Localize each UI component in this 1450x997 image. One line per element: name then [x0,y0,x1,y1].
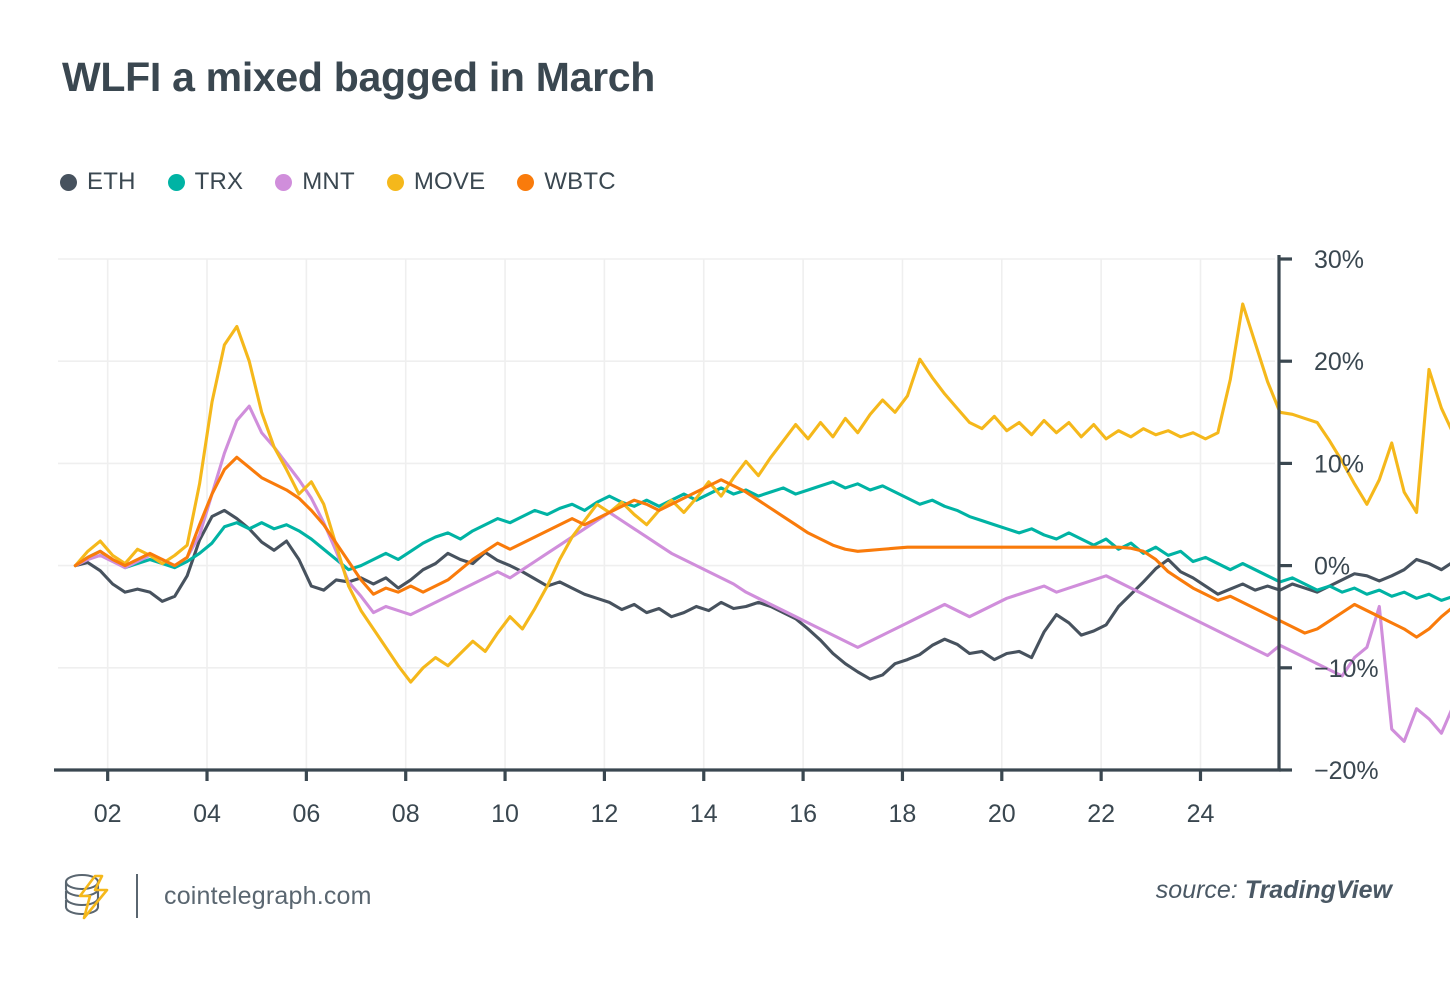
chart-footer: cointelegraph.com source: TradingView [0,862,1450,952]
x-tick-label: 08 [392,800,420,828]
legend-label: ETH [87,168,136,195]
legend-item-eth[interactable]: ETH [60,168,136,196]
legend-item-trx[interactable]: TRX [167,168,244,196]
series-line-mnt [73,404,1450,743]
x-tick-label: 12 [591,800,619,828]
legend-item-move[interactable]: MOVE [386,168,486,196]
x-tick-label: 20 [988,800,1016,828]
legend-label: MOVE [413,168,486,195]
y-tick-label: 30% [1314,246,1364,274]
footer-site-label: cointelegraph.com [164,881,372,910]
y-tick-label: 20% [1314,348,1364,376]
y-tick-label: 0% [1314,553,1350,581]
x-tick-label: 18 [889,800,917,828]
x-tick-label: 02 [94,800,122,828]
x-tick-label: 14 [690,800,718,828]
x-tick-label: 16 [789,800,817,828]
legend-swatch-move-icon [386,173,404,191]
legend-label: MNT [302,168,355,195]
legend-swatch-mnt-icon [275,173,293,191]
legend-label: WBTC [544,168,616,195]
line-chart-svg: 02 04 06 08 10 12 14 16 18 20 22 24 30% 20% 10% 0% −10% −… [54,246,1450,828]
footer-divider [136,874,138,918]
legend-item-wbtc[interactable]: WBTC [517,168,616,196]
x-tick-label: 10 [491,800,519,828]
footer-source: source: TradingView [1156,876,1392,905]
footer-source-prefix: source: [1155,876,1238,904]
y-tick-label: −20% [1314,757,1379,785]
legend-swatch-eth-icon [60,173,77,191]
series-line-wbtc [73,455,1450,639]
x-tick-label: 04 [193,800,221,828]
y-tick-label: 10% [1314,450,1364,478]
legend-swatch-trx-icon [167,173,185,191]
chart-legend: ETH TRX MNT MOVE WBTC [60,168,648,196]
legend-swatch-wbtc-icon [517,173,535,191]
footer-source-name: TradingView [1244,876,1392,904]
chart-plot-area: 02 04 06 08 10 12 14 16 18 20 22 24 30% 20% 10% 0% −10% −… [0,230,1450,850]
legend-item-mnt[interactable]: MNT [275,168,355,196]
series-line-move [73,302,1450,684]
y-tick-label: −10% [1314,655,1379,683]
x-tick-label: 24 [1187,800,1215,828]
x-tick-label: 06 [292,800,320,828]
x-tick-label: 22 [1087,800,1115,828]
cointelegraph-coins-bolt-logo-icon [62,868,114,924]
series-line-trx [73,480,1450,602]
legend-label: TRX [194,168,244,195]
page-title: WLFI a mixed bagged in March [62,54,656,100]
footer-brand: cointelegraph.com [62,868,372,924]
